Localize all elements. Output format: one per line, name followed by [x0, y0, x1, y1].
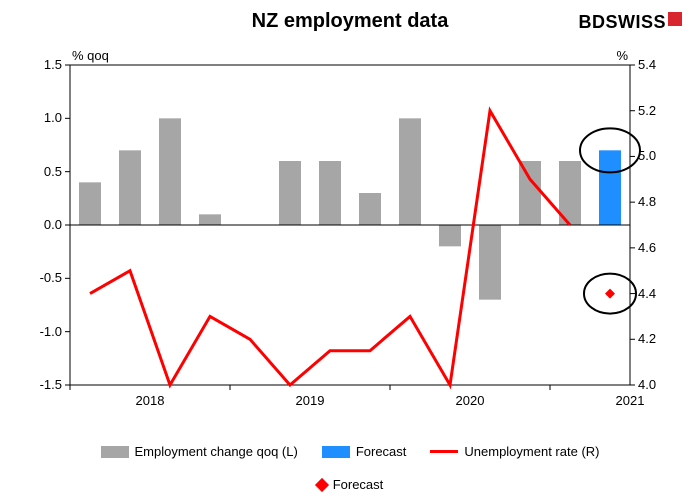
swatch-diamond-icon	[315, 477, 329, 491]
chart-container: NZ employment data BDSWISS % qoq % -1.5-…	[0, 0, 700, 500]
legend-item-employment-forecast: Forecast	[322, 444, 407, 459]
x-year-label: 2019	[296, 393, 325, 408]
y-left-tick: -1.5	[22, 377, 62, 392]
legend-item-employment: Employment change qoq (L)	[101, 444, 298, 459]
y-right-tick: 4.8	[638, 194, 656, 209]
y-left-tick: 1.0	[22, 110, 62, 125]
y-right-tick: 5.4	[638, 57, 656, 72]
y-left-tick: 0.5	[22, 164, 62, 179]
swatch-line-icon	[430, 450, 458, 453]
legend-label-unemployment-forecast: Forecast	[333, 477, 384, 492]
chart-svg	[70, 45, 630, 415]
logo-text-a: BD	[578, 12, 605, 32]
plot-area	[70, 45, 630, 415]
y-left-tick: -0.5	[22, 270, 62, 285]
legend: Employment change qoq (L) Forecast Unemp…	[70, 444, 630, 492]
y-right-tick: 5.2	[638, 103, 656, 118]
x-year-label: 2021	[616, 393, 645, 408]
legend-label-employment-forecast: Forecast	[356, 444, 407, 459]
legend-item-unemployment: Unemployment rate (R)	[430, 444, 599, 459]
logo-square-icon	[668, 12, 682, 26]
brand-logo: BDSWISS	[578, 12, 682, 33]
y-right-tick: 4.0	[638, 377, 656, 392]
swatch-bar-icon	[101, 446, 129, 458]
y-right-tick: 4.4	[638, 286, 656, 301]
y-left-tick: -1.0	[22, 324, 62, 339]
y-right-tick: 4.2	[638, 331, 656, 346]
legend-label-employment: Employment change qoq (L)	[135, 444, 298, 459]
logo-text-b: SWISS	[605, 12, 666, 32]
x-year-label: 2018	[136, 393, 165, 408]
y-left-tick: 1.5	[22, 57, 62, 72]
y-right-tick: 5.0	[638, 148, 656, 163]
y-right-tick: 4.6	[638, 240, 656, 255]
legend-label-unemployment: Unemployment rate (R)	[464, 444, 599, 459]
x-year-label: 2020	[456, 393, 485, 408]
swatch-bar-icon	[322, 446, 350, 458]
y-left-tick: 0.0	[22, 217, 62, 232]
legend-item-unemployment-forecast: Forecast	[317, 477, 384, 492]
